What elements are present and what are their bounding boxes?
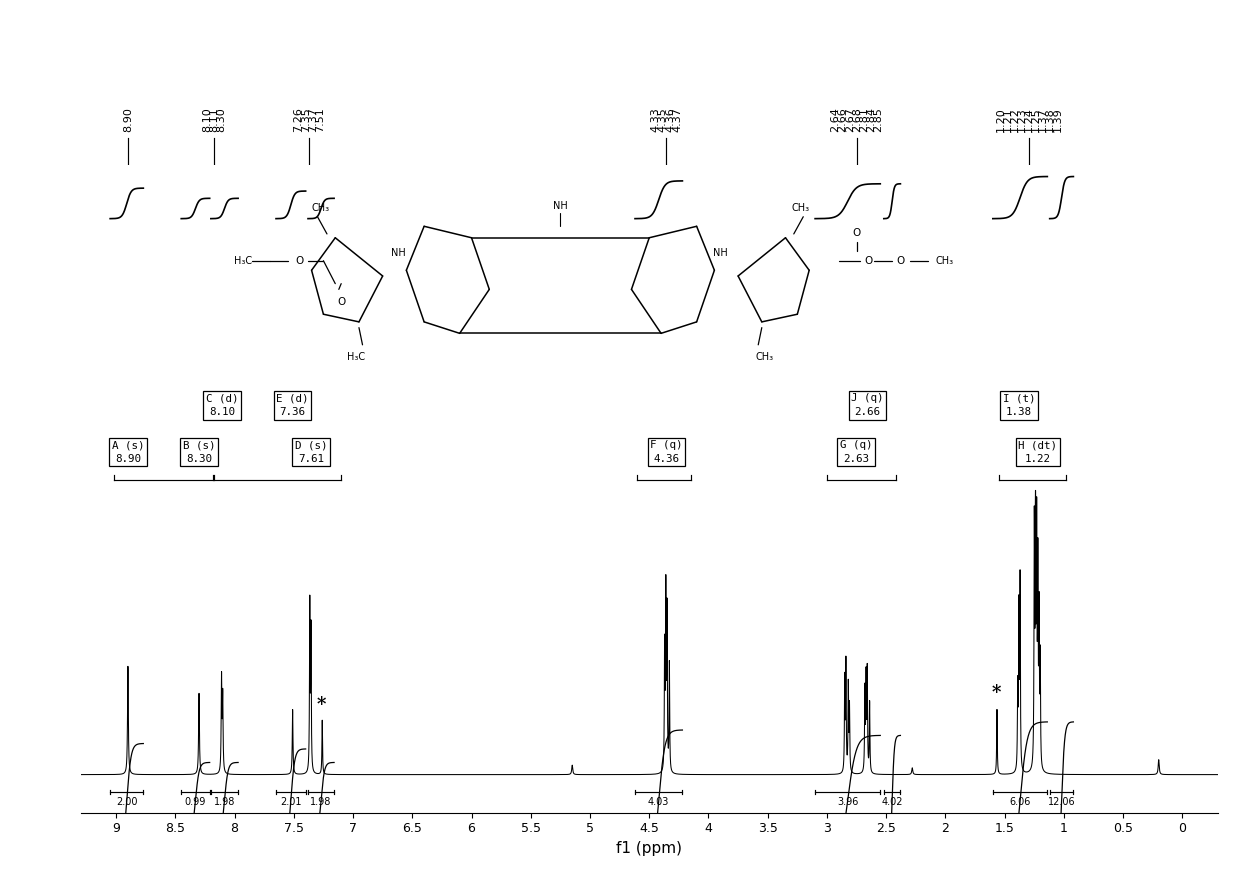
Text: O: O [896,255,904,266]
Text: *: * [316,696,326,713]
Text: 2.66: 2.66 [838,107,847,131]
Text: B (s)
8.30: B (s) 8.30 [183,440,216,464]
Text: 1.98: 1.98 [214,797,235,806]
Text: 7.26: 7.26 [294,107,304,131]
Text: CH₃: CH₃ [756,353,774,362]
Text: E (d)
7.36: E (d) 7.36 [276,394,309,417]
Text: 8.30: 8.30 [217,107,227,131]
Text: G (q)
2.63: G (q) 2.63 [840,440,872,464]
Text: I (t)
1.38: I (t) 1.38 [1002,394,1035,417]
Text: H₃C: H₃C [347,353,366,362]
Text: CH₃: CH₃ [790,202,809,213]
Text: *: * [991,684,1001,701]
Text: J (q)
2.66: J (q) 2.66 [851,394,883,417]
Text: NH: NH [553,201,567,211]
Text: 2.00: 2.00 [116,797,138,806]
Text: O: O [852,228,861,238]
Text: 2.64: 2.64 [830,107,840,131]
Text: 2.68: 2.68 [851,107,862,131]
Text: 7.51: 7.51 [315,107,325,131]
Text: O: O [865,255,872,266]
Text: 2.84: 2.84 [866,107,876,131]
Text: 3.96: 3.96 [838,797,859,806]
Text: 4.33: 4.33 [650,107,660,131]
Text: CH₃: CH₃ [935,255,954,266]
Text: 4.02: 4.02 [881,797,903,806]
Text: 2.01: 2.01 [280,797,301,806]
Text: 1.20: 1.20 [995,107,1006,131]
Text: 1.23: 1.23 [1017,107,1027,131]
Text: 8.90: 8.90 [123,107,133,131]
Text: 2.85: 2.85 [873,107,883,131]
Text: C (d)
8.10: C (d) 8.10 [206,394,238,417]
Text: 1.98: 1.98 [310,797,332,806]
Text: 8.10: 8.10 [202,107,212,131]
Text: 7.37: 7.37 [307,107,317,131]
Text: A (s)
8.90: A (s) 8.90 [112,440,144,464]
Text: O: O [296,255,304,266]
Text: 1.24: 1.24 [1023,107,1035,131]
Text: CH₃: CH₃ [311,202,330,213]
Text: 4.36: 4.36 [665,107,675,131]
Text: H₃C: H₃C [234,255,253,266]
Text: 2.67: 2.67 [845,107,855,131]
Text: 1.22: 1.22 [1010,107,1020,131]
X-axis label: f1 (ppm): f1 (ppm) [616,841,683,856]
Text: 1.21: 1.21 [1002,107,1012,131]
Text: 2.81: 2.81 [859,107,869,131]
Text: 0.99: 0.99 [185,797,206,806]
Text: 4.03: 4.03 [648,797,669,806]
Text: NH: NH [712,248,727,258]
Text: 4.37: 4.37 [672,107,683,131]
Text: 8.11: 8.11 [209,107,219,131]
Text: O: O [337,297,346,307]
Text: NH: NH [390,248,405,258]
Text: F (q)
4.36: F (q) 4.36 [650,440,683,464]
Text: D (s)
7.61: D (s) 7.61 [295,440,327,464]
Text: 6.06: 6.06 [1010,797,1031,806]
Text: 7.35: 7.35 [301,107,311,131]
Text: 1.25: 1.25 [1031,107,1041,131]
Text: 1.39: 1.39 [1052,107,1062,131]
Text: 4.35: 4.35 [658,107,668,131]
Text: 1.37: 1.37 [1038,107,1048,131]
Text: 12.06: 12.06 [1048,797,1075,806]
Text: H (dt)
1.22: H (dt) 1.22 [1018,440,1057,464]
Text: 1.38: 1.38 [1046,107,1056,131]
